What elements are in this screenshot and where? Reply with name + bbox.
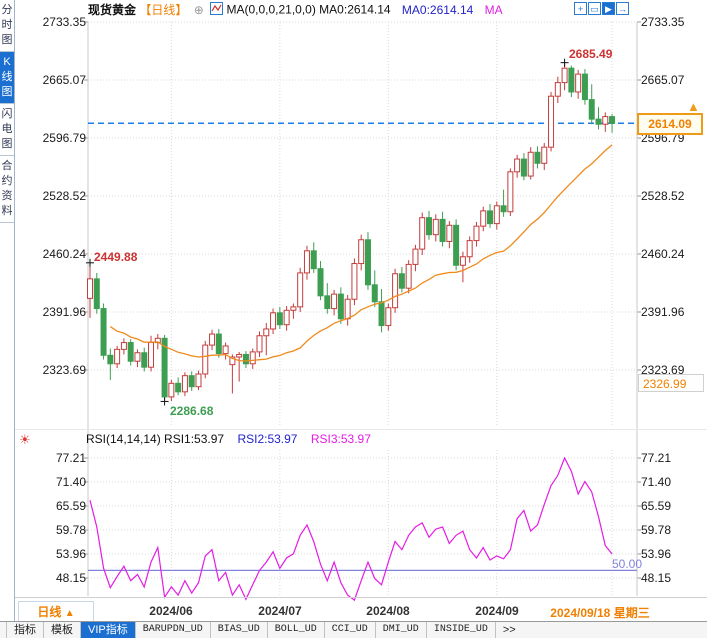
rsi2-value: RSI2:53.97 <box>237 432 298 446</box>
current-date-label: 2024/09/18 星期三 <box>550 606 650 620</box>
sidebar-item-contract-info[interactable]: 合约资料 <box>0 156 14 223</box>
rsi-tick-right: 53.96 <box>641 547 672 561</box>
annotation-high-2685: 2685.49 <box>569 47 613 61</box>
tab-barupdn-ud[interactable]: BARUPDN_UD <box>136 622 211 638</box>
price-tick-left: 2528.52 <box>42 189 86 203</box>
price-tick-left: 2460.24 <box>42 247 86 261</box>
chart-toolbar: + ▭ ▶ → <box>574 2 629 15</box>
chart-header: 现货黄金 【日线】 ⊕ MA(0,0,0,21,0,0) MA0:2614.14… <box>88 1 503 18</box>
ma-label-magenta: MA <box>484 2 503 17</box>
tab-dmi-ud[interactable]: DMI_UD <box>376 622 427 638</box>
rsi-tick-left: 59.78 <box>55 523 86 537</box>
rsi-header: RSI(14,14,14) RSI1:53.97 RSI2:53.97 RSI3… <box>86 432 371 446</box>
rsi-tick-right: 48.15 <box>641 571 672 585</box>
current-price-box: 2614.09 <box>637 113 703 135</box>
rsi-tick-left: 71.40 <box>55 475 86 489</box>
indicator-tabbar: 指标 模板 VIP指标 BARUPDN_UD BIAS_UD BOLL_UD C… <box>0 621 707 638</box>
rsi-tick-left: 53.96 <box>55 547 86 561</box>
rsi3-value: RSI3:53.97 <box>310 432 371 446</box>
date-label: 2024/09 <box>475 604 519 618</box>
add-indicator-icon[interactable]: ⊕ <box>193 2 204 17</box>
annotation-low-2286: 2286.68 <box>170 404 214 418</box>
ma-chart-icon <box>210 1 224 18</box>
price-tick-right: 2528.52 <box>641 189 685 203</box>
price-tick-left: 2733.35 <box>42 15 86 29</box>
price-tick-left: 2596.79 <box>42 131 86 145</box>
zoom-in-icon[interactable]: ▶ <box>602 2 615 15</box>
price-tick-right: 2665.07 <box>641 73 685 87</box>
rsi-tick-right: 65.59 <box>641 499 672 513</box>
tab-bias-ud[interactable]: BIAS_UD <box>211 622 268 638</box>
crosshair-icon[interactable]: + <box>574 2 587 15</box>
rsi-tick-right: 77.21 <box>641 451 672 465</box>
price-up-arrow-icon: ▲ <box>687 99 700 114</box>
date-label: 2024/08 <box>366 604 410 618</box>
symbol-name: 现货黄金 <box>88 3 137 17</box>
xaxis-divider <box>14 597 707 598</box>
price-tick-right: 2391.96 <box>641 305 685 319</box>
rsi-tick-right: 59.78 <box>641 523 672 537</box>
tab-indicator[interactable]: 指标 <box>6 622 44 638</box>
date-label: 2024/07 <box>258 604 302 618</box>
tab-template[interactable]: 模板 <box>44 622 81 638</box>
indicator-settings-icon[interactable]: ☀ <box>19 432 31 447</box>
period-button-label: 日线 <box>37 605 62 619</box>
tab-inside-ud[interactable]: INSIDE_UD <box>427 622 496 638</box>
price-tick-left: 2391.96 <box>42 305 86 319</box>
date-label: 2024/06 <box>149 604 193 618</box>
tab-boll-ud[interactable]: BOLL_UD <box>268 622 325 638</box>
ma0-value-blue: MA0:2614.14 <box>401 2 474 17</box>
zoom-range-icon[interactable]: ▭ <box>588 2 601 15</box>
annotation-high-2449: 2449.88 <box>94 250 138 264</box>
rsi-params-text: RSI(14,14,14) RSI1:53.97 <box>86 432 225 446</box>
step-forward-icon[interactable]: → <box>616 2 629 15</box>
panel-divider <box>14 429 707 430</box>
price-tick-left: 2323.69 <box>42 363 86 377</box>
session-low-box: 2326.99 <box>638 374 704 392</box>
tab-more[interactable]: >> <box>502 624 516 636</box>
tab-cci-ud[interactable]: CCI_UD <box>325 622 376 638</box>
tab-vip-indicator[interactable]: VIP指标 <box>81 622 136 638</box>
price-tick-right: 2733.35 <box>641 15 685 29</box>
rsi-tick-left: 65.59 <box>55 499 86 513</box>
sidebar-item-kline[interactable]: K线图 <box>0 52 14 104</box>
sidebar-item-lightning[interactable]: 闪电图 <box>0 104 14 156</box>
price-tick-left: 2665.07 <box>42 73 86 87</box>
rsi-tick-left: 77.21 <box>55 451 86 465</box>
triangle-up-icon: ▲ <box>64 608 75 619</box>
rsi-tick-right: 71.40 <box>641 475 672 489</box>
chart-type-sidebar: 分时图 K线图 闪电图 合约资料 <box>0 0 15 622</box>
price-tick-right: 2323.69 <box>641 363 685 377</box>
period-label: 【日线】 <box>139 3 188 17</box>
period-selector-button[interactable]: 日线 ▲ <box>18 601 94 623</box>
price-tick-right: 2460.24 <box>641 247 685 261</box>
sidebar-item-timeshare[interactable]: 分时图 <box>0 0 14 52</box>
rsi-tick-left: 48.15 <box>55 571 86 585</box>
ma-settings-text: MA(0,0,0,21,0,0) MA0:2614.14 <box>226 2 391 17</box>
rsi-midline-label: 50.00 <box>612 557 643 571</box>
